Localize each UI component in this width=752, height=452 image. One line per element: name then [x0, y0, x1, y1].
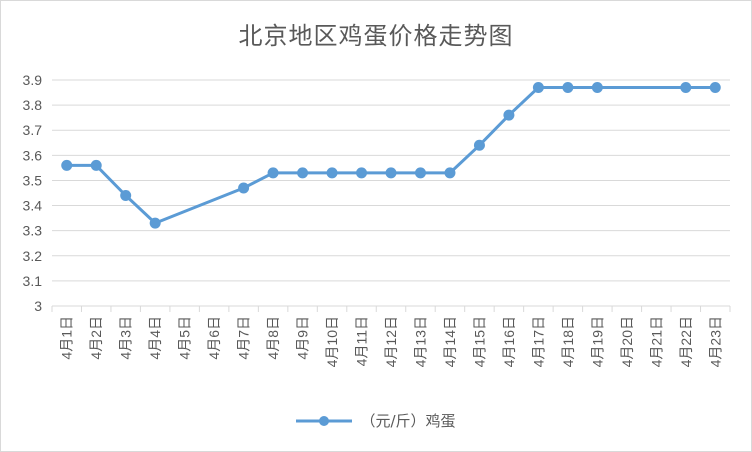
- x-axis-ticks: 4月1日 4月2日 4月3日 4月4日 4月5日 4月6日 4月7日 4月8日 4月9日 4月10…: [51, 306, 731, 367]
- x-tick-label: 4月12日: [383, 316, 399, 367]
- x-tick-label: 4月14日: [442, 316, 458, 367]
- data-point: [90, 159, 102, 171]
- x-tick-label: 4月10日: [324, 316, 340, 367]
- data-point: [267, 167, 279, 179]
- x-tick-label: 4月18日: [560, 316, 576, 367]
- data-point: [297, 167, 309, 179]
- x-tick-label: 4月11日: [354, 316, 370, 366]
- x-tick-label: 4月1日: [59, 316, 75, 360]
- x-tick-label: 4月17日: [530, 316, 546, 367]
- data-point: [680, 82, 692, 94]
- data-point: [326, 167, 338, 179]
- y-tick-label: 3.1: [23, 273, 43, 289]
- x-tick-label: 4月5日: [177, 316, 193, 360]
- x-tick-label: 4月9日: [295, 316, 311, 360]
- y-tick-label: 3.6: [23, 147, 43, 163]
- data-point: [532, 82, 544, 94]
- data-point: [414, 167, 426, 179]
- data-point: [562, 82, 574, 94]
- chart-title: 北京地区鸡蛋价格走势图: [238, 22, 514, 50]
- y-tick-label: 3.4: [23, 198, 43, 214]
- x-tick-label: 4月4日: [147, 316, 163, 360]
- y-tick-label: 3.9: [23, 72, 43, 88]
- x-tick-label: 4月6日: [206, 316, 222, 360]
- x-tick-label: 4月2日: [88, 316, 104, 360]
- legend-swatch: [296, 415, 353, 426]
- gridlines: [52, 79, 730, 307]
- y-axis-ticks: 3 3.1 3.2 3.3 3.4 3.5 3.6 3.7 3.8 3.9: [23, 72, 43, 314]
- y-tick-label: 3: [34, 298, 42, 314]
- y-tick-label: 3.3: [23, 223, 43, 239]
- y-tick-label: 3.2: [23, 248, 43, 264]
- data-point: [356, 167, 368, 179]
- data-point: [473, 139, 485, 151]
- legend-label: （元/斤）鸡蛋: [360, 412, 456, 430]
- x-tick-label: 4月15日: [471, 316, 487, 367]
- x-tick-label: 4月16日: [501, 316, 517, 367]
- data-point: [149, 217, 161, 229]
- x-tick-label: 4月3日: [118, 316, 134, 360]
- data-point: [120, 190, 132, 202]
- data-point: [238, 182, 250, 194]
- x-tick-label: 4月22日: [678, 316, 694, 367]
- y-tick-label: 3.7: [23, 122, 43, 138]
- data-point: [444, 167, 456, 179]
- x-tick-label: 4月13日: [412, 316, 428, 367]
- data-point: [385, 167, 397, 179]
- x-tick-label: 4月23日: [707, 316, 723, 367]
- data-point: [709, 82, 721, 94]
- x-tick-label: 4月21日: [648, 316, 664, 367]
- data-point: [591, 82, 603, 94]
- x-tick-label: 4月20日: [619, 316, 635, 367]
- y-tick-label: 3.8: [23, 97, 43, 113]
- x-tick-label: 4月8日: [265, 316, 281, 360]
- x-tick-label: 4月7日: [236, 316, 252, 360]
- series-markers: [61, 82, 721, 229]
- data-point: [503, 109, 515, 121]
- x-tick-label: 4月19日: [589, 316, 605, 367]
- data-point: [61, 159, 73, 171]
- legend: （元/斤）鸡蛋: [0, 410, 752, 431]
- y-tick-label: 3.5: [23, 172, 43, 188]
